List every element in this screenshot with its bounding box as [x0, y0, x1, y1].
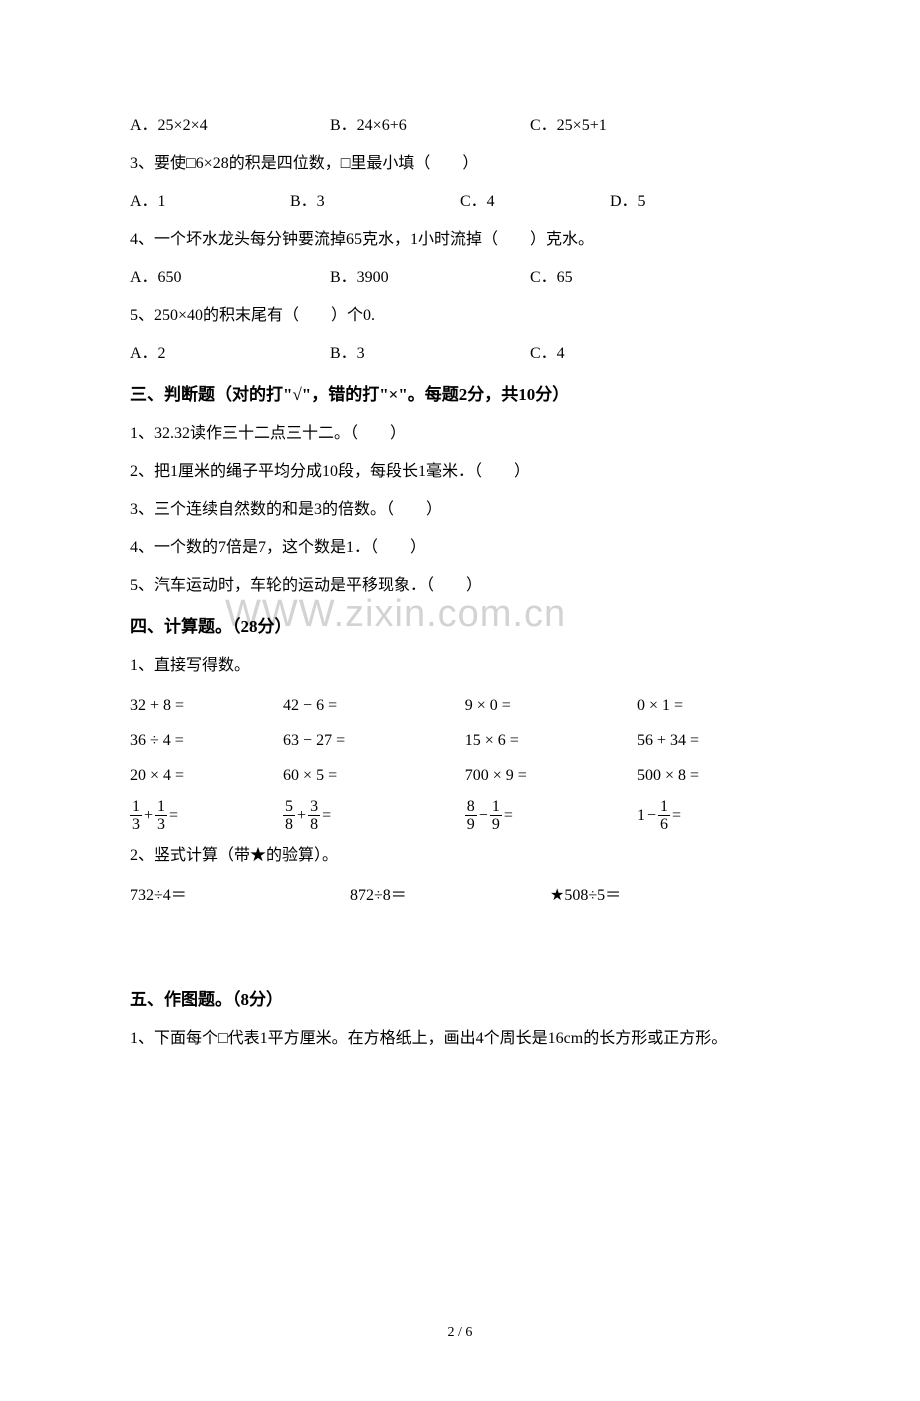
section4-title: 四、计算题。（28分）: [130, 610, 790, 644]
q4-text: 4、一个坏水龙头每分钟要流掉65克水，1小时流掉（ ）克水。: [130, 224, 790, 256]
q4-option-c: C．65: [530, 262, 680, 294]
q4-options: A．650 B．3900 C．65: [130, 262, 790, 294]
q2-option-b: B．24×6+6: [330, 110, 530, 142]
calc-r3-c: 700 × 9 =: [465, 758, 637, 793]
calc-row-3: 20 × 4 = 60 × 5 = 700 × 9 = 500 × 8 =: [130, 758, 790, 793]
frac-d: 1 − 16 =: [637, 798, 790, 834]
q5-option-a: A．2: [130, 338, 330, 370]
calc-r2-a: 36 ÷ 4 =: [130, 723, 283, 758]
judge-1: 1、32.32读作三十二点三十二。（ ）: [130, 418, 790, 450]
calc-row-4-fractions: 13 + 13 = 58 + 38 = 89 − 19 = 1 − 16 =: [130, 798, 790, 834]
calc2-a: 732÷4＝: [130, 878, 350, 913]
section3-title: 三、判断题（对的打"√"，错的打"×"。每题2分，共10分）: [130, 378, 790, 412]
q3-option-c: C．4: [460, 186, 610, 218]
calc-r2-c: 15 × 6 =: [465, 723, 637, 758]
frac-c: 89 − 19 =: [465, 798, 637, 834]
q5-text: 5、250×40的积末尾有（ ）个0.: [130, 300, 790, 332]
q4-option-b: B．3900: [330, 262, 530, 294]
calc2-title: 2、竖式计算（带★的验算）。: [130, 840, 790, 872]
q2-option-c: C．25×5+1: [530, 110, 680, 142]
q3-option-b: B．3: [290, 186, 460, 218]
judge-4: 4、一个数的7倍是7，这个数是1．（ ）: [130, 532, 790, 564]
judge-2: 2、把1厘米的绳子平均分成10段，每段长1毫米．（ ）: [130, 456, 790, 488]
calc2-row: 732÷4＝ 872÷8＝ ★508÷5＝: [130, 878, 790, 913]
q2-options: A．25×2×4 B．24×6+6 C．25×5+1: [130, 110, 790, 142]
page-footer: 2 / 6: [130, 1325, 790, 1341]
calc-r1-d: 0 × 1 =: [637, 688, 790, 723]
frac-a: 13 + 13 =: [130, 798, 283, 834]
q5-option-b: B．3: [330, 338, 530, 370]
q3-text: 3、要使□6×28的积是四位数，□里最小填（ ）: [130, 148, 790, 180]
calc2-c: ★508÷5＝: [550, 878, 621, 913]
q3-options: A．1 B．3 C．4 D．5: [130, 186, 790, 218]
calc-r2-b: 63 − 27 =: [283, 723, 465, 758]
q3-option-a: A．1: [130, 186, 290, 218]
judge-5: 5、汽车运动时，车轮的运动是平移现象．（ ）: [130, 570, 790, 602]
section5-title: 五、作图题。（8分）: [130, 983, 790, 1017]
calc1-title: 1、直接写得数。: [130, 650, 790, 682]
calc-row-2: 36 ÷ 4 = 63 − 27 = 15 × 6 = 56 + 34 =: [130, 723, 790, 758]
q4-option-a: A．650: [130, 262, 330, 294]
calc-r3-a: 20 × 4 =: [130, 758, 283, 793]
calc-r3-b: 60 × 5 =: [283, 758, 465, 793]
calc-r1-c: 9 × 0 =: [465, 688, 637, 723]
calc-r1-b: 42 − 6 =: [283, 688, 465, 723]
calc-r1-a: 32 + 8 =: [130, 688, 283, 723]
draw1-text: 1、下面每个□代表1平方厘米。在方格纸上，画出4个周长是16cm的长方形或正方形…: [130, 1023, 790, 1055]
q5-options: A．2 B．3 C．4: [130, 338, 790, 370]
calc-r3-d: 500 × 8 =: [637, 758, 790, 793]
q2-option-a: A．25×2×4: [130, 110, 330, 142]
calc-row-1: 32 + 8 = 42 − 6 = 9 × 0 = 0 × 1 =: [130, 688, 790, 723]
q5-option-c: C．4: [530, 338, 680, 370]
frac-b: 58 + 38 =: [283, 798, 465, 834]
q3-option-d: D．5: [610, 186, 710, 218]
judge-3: 3、三个连续自然数的和是3的倍数。（ ）: [130, 494, 790, 526]
calc2-b: 872÷8＝: [350, 878, 550, 913]
calc-r2-d: 56 + 34 =: [637, 723, 790, 758]
